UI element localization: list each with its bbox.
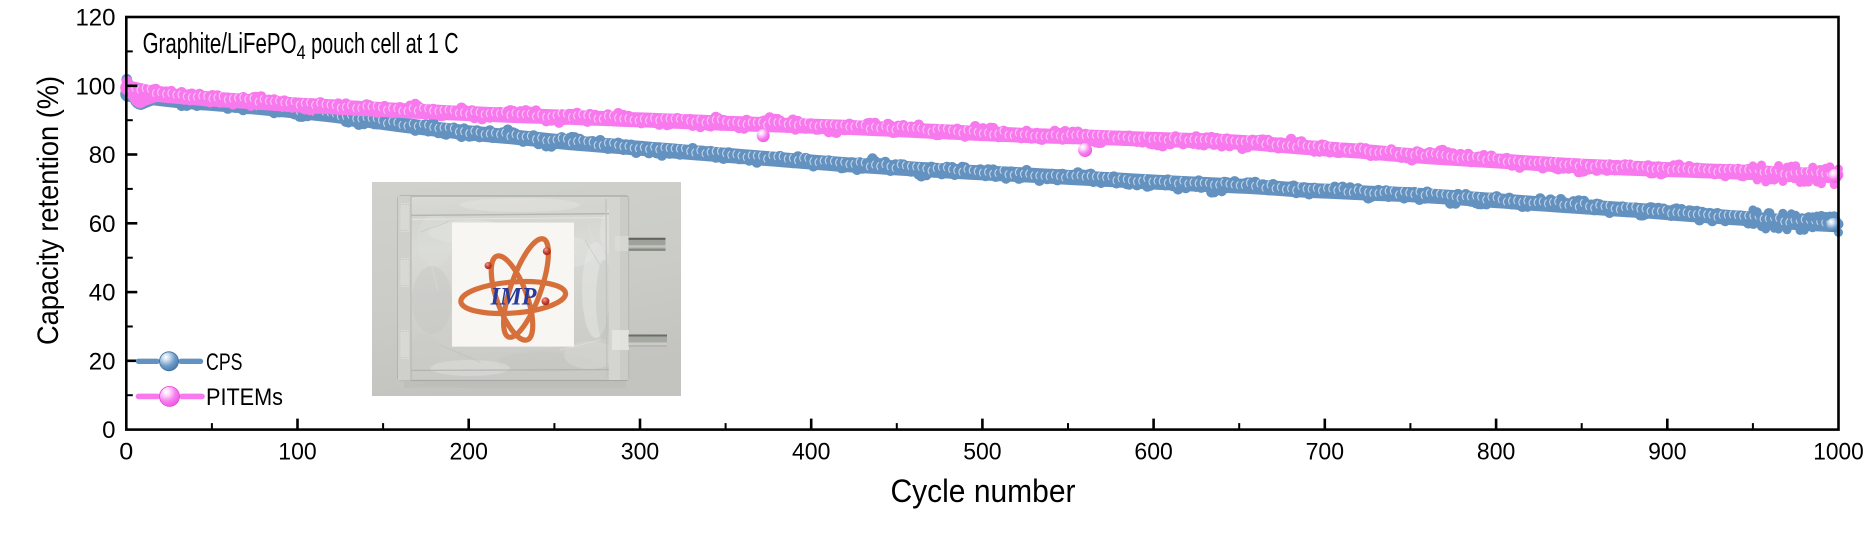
svg-text:20: 20 [89,348,116,375]
svg-text:80: 80 [89,142,116,169]
svg-text:120: 120 [75,5,115,32]
svg-text:60: 60 [89,211,116,238]
svg-text:CPS: CPS [206,349,243,376]
svg-text:400: 400 [792,439,830,466]
svg-text:900: 900 [1648,439,1686,466]
svg-text:Cycle number: Cycle number [891,473,1076,509]
svg-text:100: 100 [75,73,115,100]
svg-text:Capacity retention (%): Capacity retention (%) [32,76,65,345]
svg-text:40: 40 [89,280,116,307]
svg-text:600: 600 [1134,439,1172,466]
svg-text:0: 0 [119,439,133,466]
svg-text:800: 800 [1477,439,1515,466]
svg-text:100: 100 [278,439,316,466]
svg-text:IMP: IMP [490,284,538,311]
svg-text:200: 200 [450,439,488,466]
svg-text:PITEMs: PITEMs [206,384,283,411]
svg-text:Graphite/LiFePO4 pouch cell at: Graphite/LiFePO4 pouch cell at 1 C [143,28,459,64]
svg-text:1000: 1000 [1813,439,1864,466]
svg-text:500: 500 [963,439,1001,466]
svg-text:0: 0 [102,417,115,444]
svg-text:300: 300 [621,439,659,466]
svg-text:700: 700 [1306,439,1344,466]
